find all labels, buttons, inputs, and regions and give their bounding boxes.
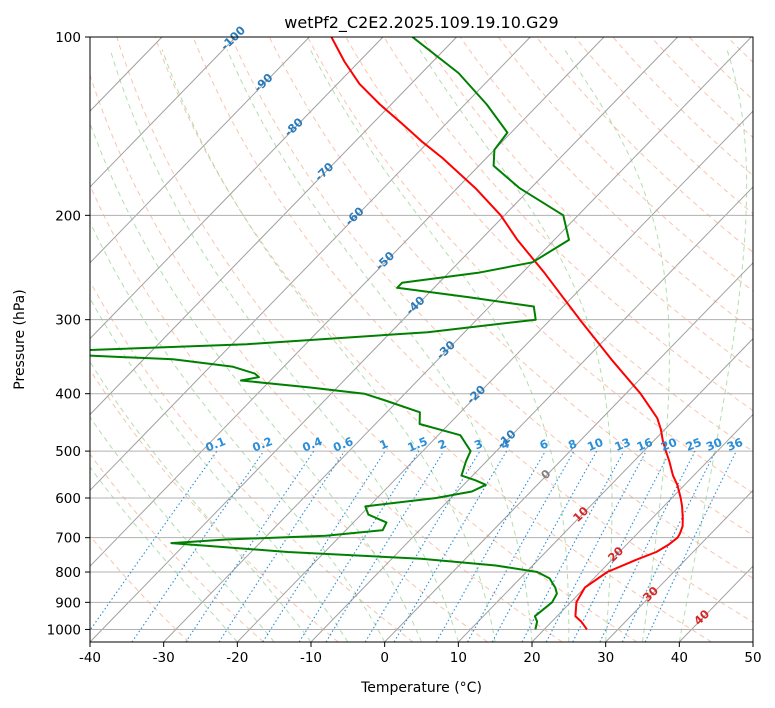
dry-adiabat	[307, 37, 753, 494]
moist-adiabat	[90, 360, 312, 642]
moist-adiabat	[109, 49, 459, 642]
isotherm	[236, 110, 753, 642]
mixing-ratio-line	[621, 450, 717, 642]
moist-adiabat	[161, 49, 496, 642]
isotherm	[163, 37, 752, 642]
mixing-ratio-line	[364, 450, 481, 642]
isotherm	[90, 37, 310, 264]
dewpoint-line	[90, 37, 570, 630]
x-tick-label: -40	[79, 650, 101, 666]
mixing-ratio-label: 30	[704, 435, 724, 454]
isotherm	[310, 186, 753, 642]
y-tick-label: 600	[55, 491, 81, 507]
dry-adiabat	[383, 37, 753, 412]
moist-adiabat	[90, 121, 422, 642]
mixing-ratio-label: 13	[612, 435, 632, 454]
y-tick-label: 700	[55, 531, 81, 547]
isotherm	[90, 37, 236, 188]
dry-adiabat	[268, 37, 753, 536]
x-tick-label: 40	[671, 650, 688, 666]
x-tick-label: -20	[226, 650, 248, 666]
mixing-ratio-label: 36	[725, 435, 745, 454]
dry-adiabat	[766, 37, 775, 642]
mixing-ratio-line	[131, 450, 265, 642]
moist-adiabat	[90, 221, 386, 642]
x-tick-label: -30	[153, 650, 175, 666]
y-tick-label: 400	[55, 387, 81, 403]
mixing-ratio-label: 10	[585, 435, 605, 454]
moist-adiabat	[90, 466, 238, 642]
moist-adiabat	[419, 49, 613, 642]
y-tick-label: 100	[55, 30, 81, 46]
mixing-ratio-label: 25	[684, 435, 704, 454]
data-lines-layer	[90, 37, 684, 630]
dry-adiabat	[90, 73, 563, 642]
y-tick-label: 200	[55, 208, 81, 224]
dry-adiabat	[116, 37, 638, 642]
isotherm	[90, 37, 384, 340]
isotherm	[457, 337, 753, 642]
x-tick-label: 30	[597, 650, 614, 666]
y-tick-label: 500	[55, 444, 81, 460]
isotherm	[90, 37, 531, 492]
y-tick-label: 300	[55, 313, 81, 329]
isotherm	[605, 489, 753, 642]
plot-background	[90, 37, 753, 642]
mixing-ratio-line	[393, 450, 508, 642]
y-tick-label: 900	[55, 595, 81, 611]
dry-adiabat	[421, 37, 753, 371]
mixing-ratio-label: 20	[659, 435, 679, 454]
isotherm	[752, 641, 753, 642]
dry-adiabat	[154, 37, 712, 642]
x-tick-label: 50	[744, 650, 761, 666]
x-tick-label: -10	[300, 650, 322, 666]
moist-adiabat	[678, 49, 748, 642]
isotherm	[531, 413, 753, 642]
mixing-ratio-line	[491, 450, 598, 642]
temperature-line	[330, 37, 684, 630]
moist-adiabat	[90, 416, 275, 642]
mixing-ratio-label: 16	[635, 435, 655, 454]
dry-adiabat	[612, 37, 753, 177]
mixing-ratio-line	[467, 450, 575, 642]
dry-adiabat	[90, 535, 190, 642]
mixing-ratio-line	[325, 450, 445, 642]
plot-frame	[89, 36, 754, 643]
mixing-ratio-line	[90, 450, 218, 632]
mixing-ratio-line	[644, 450, 737, 642]
axis-ticks-layer: -40 -30 -20 -10 0 10 20 30 40 50 100 200 300 400 500 60…	[47, 30, 762, 666]
chart-title: wetPf2_C2E2.2025.109.19.10.G29	[284, 13, 558, 33]
mixing-ratio-line	[521, 450, 625, 642]
moist-adiabat	[564, 49, 670, 642]
moist-adiabat	[226, 49, 533, 642]
moist-adiabat	[309, 49, 570, 642]
isotherm	[384, 262, 753, 642]
y-tick-label: 1000	[47, 622, 81, 638]
dry-adiabat	[230, 37, 753, 579]
mixing-ratio-line	[262, 450, 386, 642]
y-tick-label: 800	[55, 565, 81, 581]
y-axis-label: Pressure (hPa)	[12, 289, 28, 389]
x-tick-label: 20	[523, 650, 540, 666]
x-tick-label: 0	[380, 650, 389, 666]
x-axis-label: Temperature (°C)	[360, 680, 482, 696]
isotherm	[90, 37, 457, 416]
mixing-ratio-line	[298, 450, 420, 642]
dry-adiabat	[90, 280, 414, 642]
mixing-ratio-line	[435, 450, 546, 642]
dry-adiabat	[90, 184, 488, 642]
x-tick-label: 10	[450, 650, 467, 666]
dry-adiabat	[192, 37, 753, 623]
